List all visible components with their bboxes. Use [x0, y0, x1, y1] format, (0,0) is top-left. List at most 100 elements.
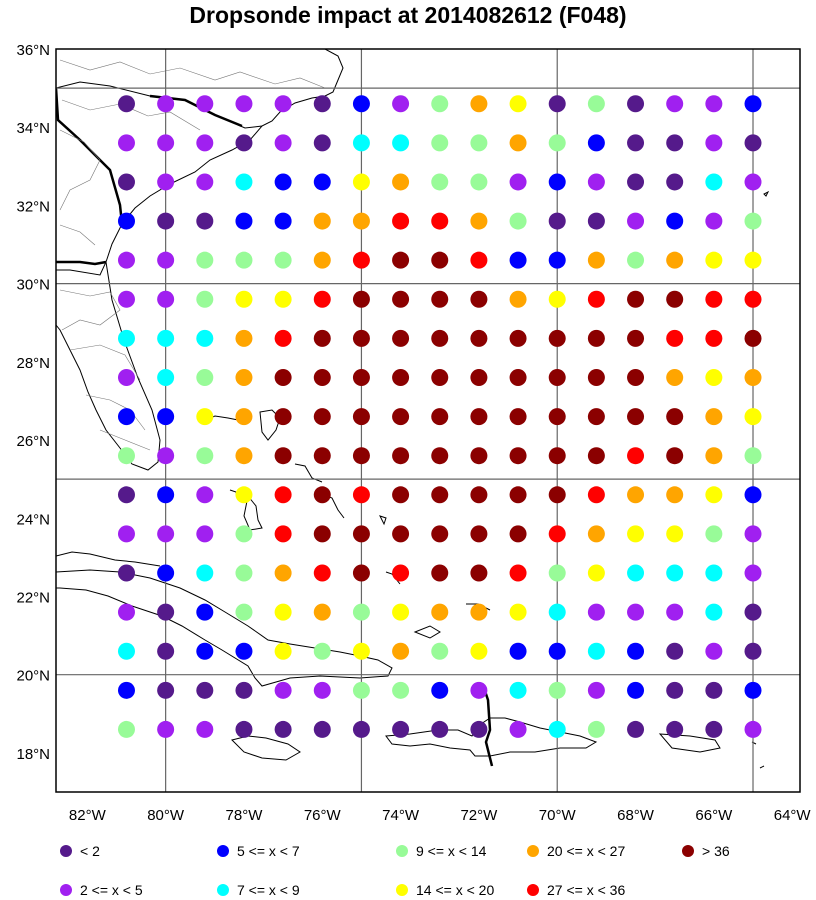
impact-point [431, 329, 449, 347]
impact-point [509, 212, 527, 230]
y-tick-label: 30°N [16, 277, 50, 294]
impact-point [548, 408, 566, 426]
impact-point [431, 603, 449, 621]
impact-point [548, 486, 566, 504]
impact-point [196, 447, 214, 465]
legend-label: 2 <= x < 5 [80, 882, 143, 898]
impact-point [627, 408, 645, 426]
impact-point [666, 447, 684, 465]
impact-point [235, 173, 253, 191]
impact-point [157, 95, 175, 113]
impact-point [627, 486, 645, 504]
impact-point [470, 368, 488, 386]
impact-point [744, 642, 762, 660]
impact-point [431, 251, 449, 269]
impact-point [196, 251, 214, 269]
impact-point [352, 408, 370, 426]
impact-point [196, 681, 214, 699]
impact-point [587, 720, 605, 738]
impact-point [744, 408, 762, 426]
impact-point [470, 173, 488, 191]
impact-point [117, 408, 135, 426]
impact-point [352, 368, 370, 386]
impact-point [117, 525, 135, 543]
impact-point [744, 95, 762, 113]
impact-point [313, 290, 331, 308]
impact-point [627, 329, 645, 347]
legend-label: 7 <= x < 9 [237, 882, 300, 898]
impact-point [666, 603, 684, 621]
impact-point [157, 329, 175, 347]
impact-point [705, 642, 723, 660]
impact-point [117, 173, 135, 191]
impact-point [117, 681, 135, 699]
impact-point [235, 329, 253, 347]
impact-point [470, 329, 488, 347]
y-tick-label: 18°N [16, 746, 50, 763]
impact-point [548, 564, 566, 582]
impact-point [313, 681, 331, 699]
impact-point [352, 720, 370, 738]
impact-point [235, 564, 253, 582]
impact-point [744, 486, 762, 504]
impact-point [196, 564, 214, 582]
impact-point [705, 290, 723, 308]
impact-point [666, 212, 684, 230]
legend-label: < 2 [80, 843, 100, 859]
impact-point [470, 486, 488, 504]
impact-point [157, 642, 175, 660]
impact-point [470, 212, 488, 230]
impact-point [274, 681, 292, 699]
x-tick-label: 72°W [460, 807, 498, 824]
impact-point [235, 290, 253, 308]
impact-point [157, 134, 175, 152]
impact-point [431, 720, 449, 738]
impact-point [274, 603, 292, 621]
impact-point [274, 368, 292, 386]
impact-point [392, 134, 410, 152]
impact-point [627, 134, 645, 152]
impact-point [196, 95, 214, 113]
x-tick-labels: 82°W 80°W 78°W 76°W 74°W 72°W 70°W 68°W 66°W 64°W [69, 807, 812, 824]
impact-point [705, 368, 723, 386]
impact-point [627, 290, 645, 308]
legend-swatch [396, 845, 408, 857]
impact-point [157, 486, 175, 504]
impact-point [587, 329, 605, 347]
impact-point [548, 173, 566, 191]
impact-point [392, 290, 410, 308]
legend-swatch [217, 845, 229, 857]
impact-point [744, 681, 762, 699]
impact-point [392, 329, 410, 347]
impact-point [235, 603, 253, 621]
impact-point [313, 251, 331, 269]
impact-point [587, 564, 605, 582]
impact-point [431, 642, 449, 660]
impact-point [627, 368, 645, 386]
impact-point [470, 134, 488, 152]
impact-point [666, 95, 684, 113]
impact-point [548, 329, 566, 347]
impact-point [235, 95, 253, 113]
impact-point [431, 681, 449, 699]
y-tick-label: 32°N [16, 198, 50, 215]
impact-point [196, 134, 214, 152]
impact-point [705, 173, 723, 191]
impact-point [666, 720, 684, 738]
impact-point [548, 525, 566, 543]
impact-point [392, 212, 410, 230]
impact-point [196, 368, 214, 386]
impact-point [470, 251, 488, 269]
impact-point [666, 486, 684, 504]
impact-point [392, 681, 410, 699]
legend-label: 14 <= x < 20 [416, 882, 494, 898]
impact-point [509, 408, 527, 426]
impact-point [431, 525, 449, 543]
impact-point [352, 525, 370, 543]
impact-point [509, 95, 527, 113]
y-tick-label: 24°N [16, 511, 50, 528]
impact-point [744, 603, 762, 621]
impact-point [157, 603, 175, 621]
impact-point [470, 681, 488, 699]
impact-point [470, 525, 488, 543]
